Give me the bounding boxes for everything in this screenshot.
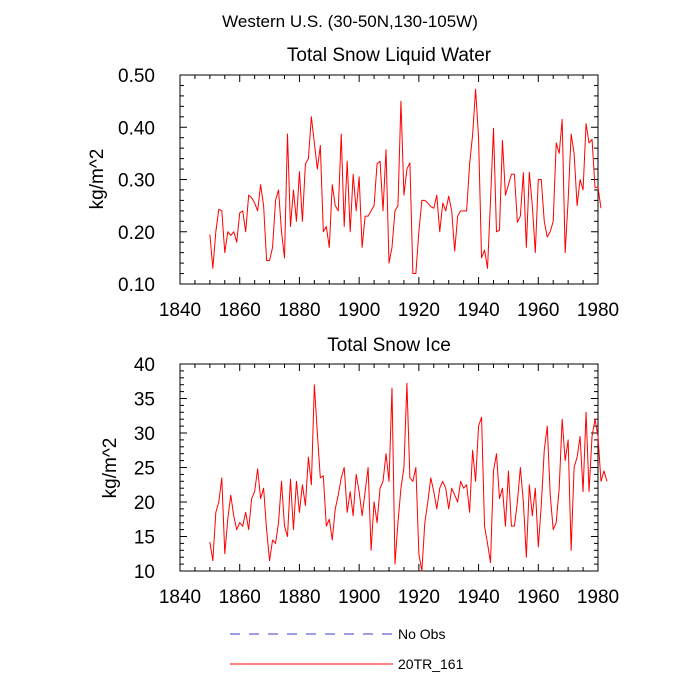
- y-tick-label: 0.40: [118, 118, 155, 139]
- x-tick-label: 1940: [457, 300, 499, 321]
- series-line-20tr-161: [209, 88, 602, 275]
- x-tick-label: 1920: [398, 587, 440, 608]
- x-tick-label: 1880: [278, 587, 320, 608]
- x-tick-label: 1860: [219, 587, 261, 608]
- series-line-20tr-161: [209, 382, 608, 572]
- panel-title: Total Snow Liquid Water: [287, 45, 492, 66]
- y-tick-label: 0.10: [118, 275, 155, 296]
- y-tick-label: 35: [134, 390, 155, 411]
- x-tick-label: 1900: [338, 587, 380, 608]
- x-tick-label: 1900: [338, 300, 380, 321]
- axis-ticks: [179, 363, 599, 572]
- x-tick-label: 1840: [159, 300, 201, 321]
- y-tick-label: 20: [134, 493, 155, 514]
- x-tick-label: 1860: [219, 300, 261, 321]
- figure-title: Western U.S. (30-50N,130-105W): [222, 12, 478, 31]
- tick-labels: 1840 1860 1880 1900 1920 1940 1960 1980 10 15 20 25…: [134, 355, 619, 608]
- x-tick-label: 1960: [517, 587, 559, 608]
- legend-label-no-obs: No Obs: [398, 626, 445, 642]
- x-tick-label: 1980: [577, 300, 619, 321]
- y-tick-label: 15: [134, 528, 155, 549]
- legend: No Obs 20TR_161: [230, 626, 464, 672]
- y-tick-label: 30: [134, 424, 155, 445]
- y-tick-label: 0.20: [118, 223, 155, 244]
- y-tick-label: 0.50: [118, 66, 155, 87]
- y-tick-label: 10: [134, 562, 155, 583]
- tick-labels: 1840 1860 1880 1900 1920 1940 1960 1980 0.10 0.20…: [118, 66, 619, 321]
- x-tick-label: 1940: [457, 587, 499, 608]
- y-axis-label: kg/m^2: [87, 149, 108, 210]
- x-tick-label: 1980: [577, 587, 619, 608]
- legend-label-20tr-161: 20TR_161: [398, 656, 464, 672]
- panel-snow-ice: Total Snow Ice kg/m^2 1840 1860 1880 1900 19…: [100, 335, 619, 608]
- x-tick-label: 1880: [278, 300, 320, 321]
- axis-ticks: [179, 74, 599, 285]
- x-tick-label: 1920: [398, 300, 440, 321]
- y-tick-label: 25: [134, 459, 155, 480]
- panel-liquid-water: Total Snow Liquid Water kg/m^2 1840 1860 1…: [87, 45, 619, 321]
- x-tick-label: 1840: [159, 587, 201, 608]
- y-tick-label: 0.30: [118, 171, 155, 192]
- y-axis-label: kg/m^2: [100, 438, 121, 499]
- x-tick-label: 1960: [517, 300, 559, 321]
- y-tick-label: 40: [134, 355, 155, 376]
- panel-title: Total Snow Ice: [327, 335, 451, 356]
